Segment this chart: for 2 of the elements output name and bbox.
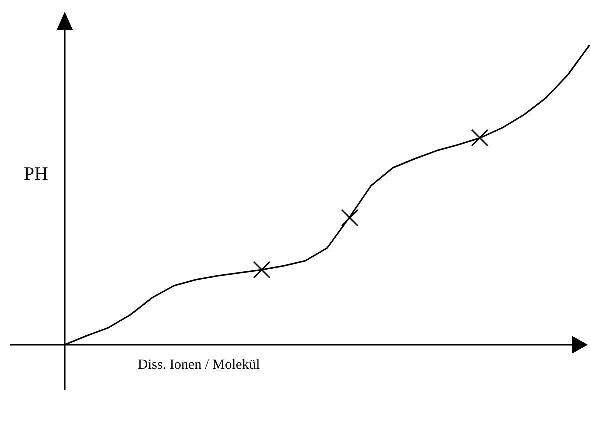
x-axis-title: Diss. Ionen / Molekül: [138, 358, 260, 374]
y-axis-title: PH: [24, 164, 48, 186]
